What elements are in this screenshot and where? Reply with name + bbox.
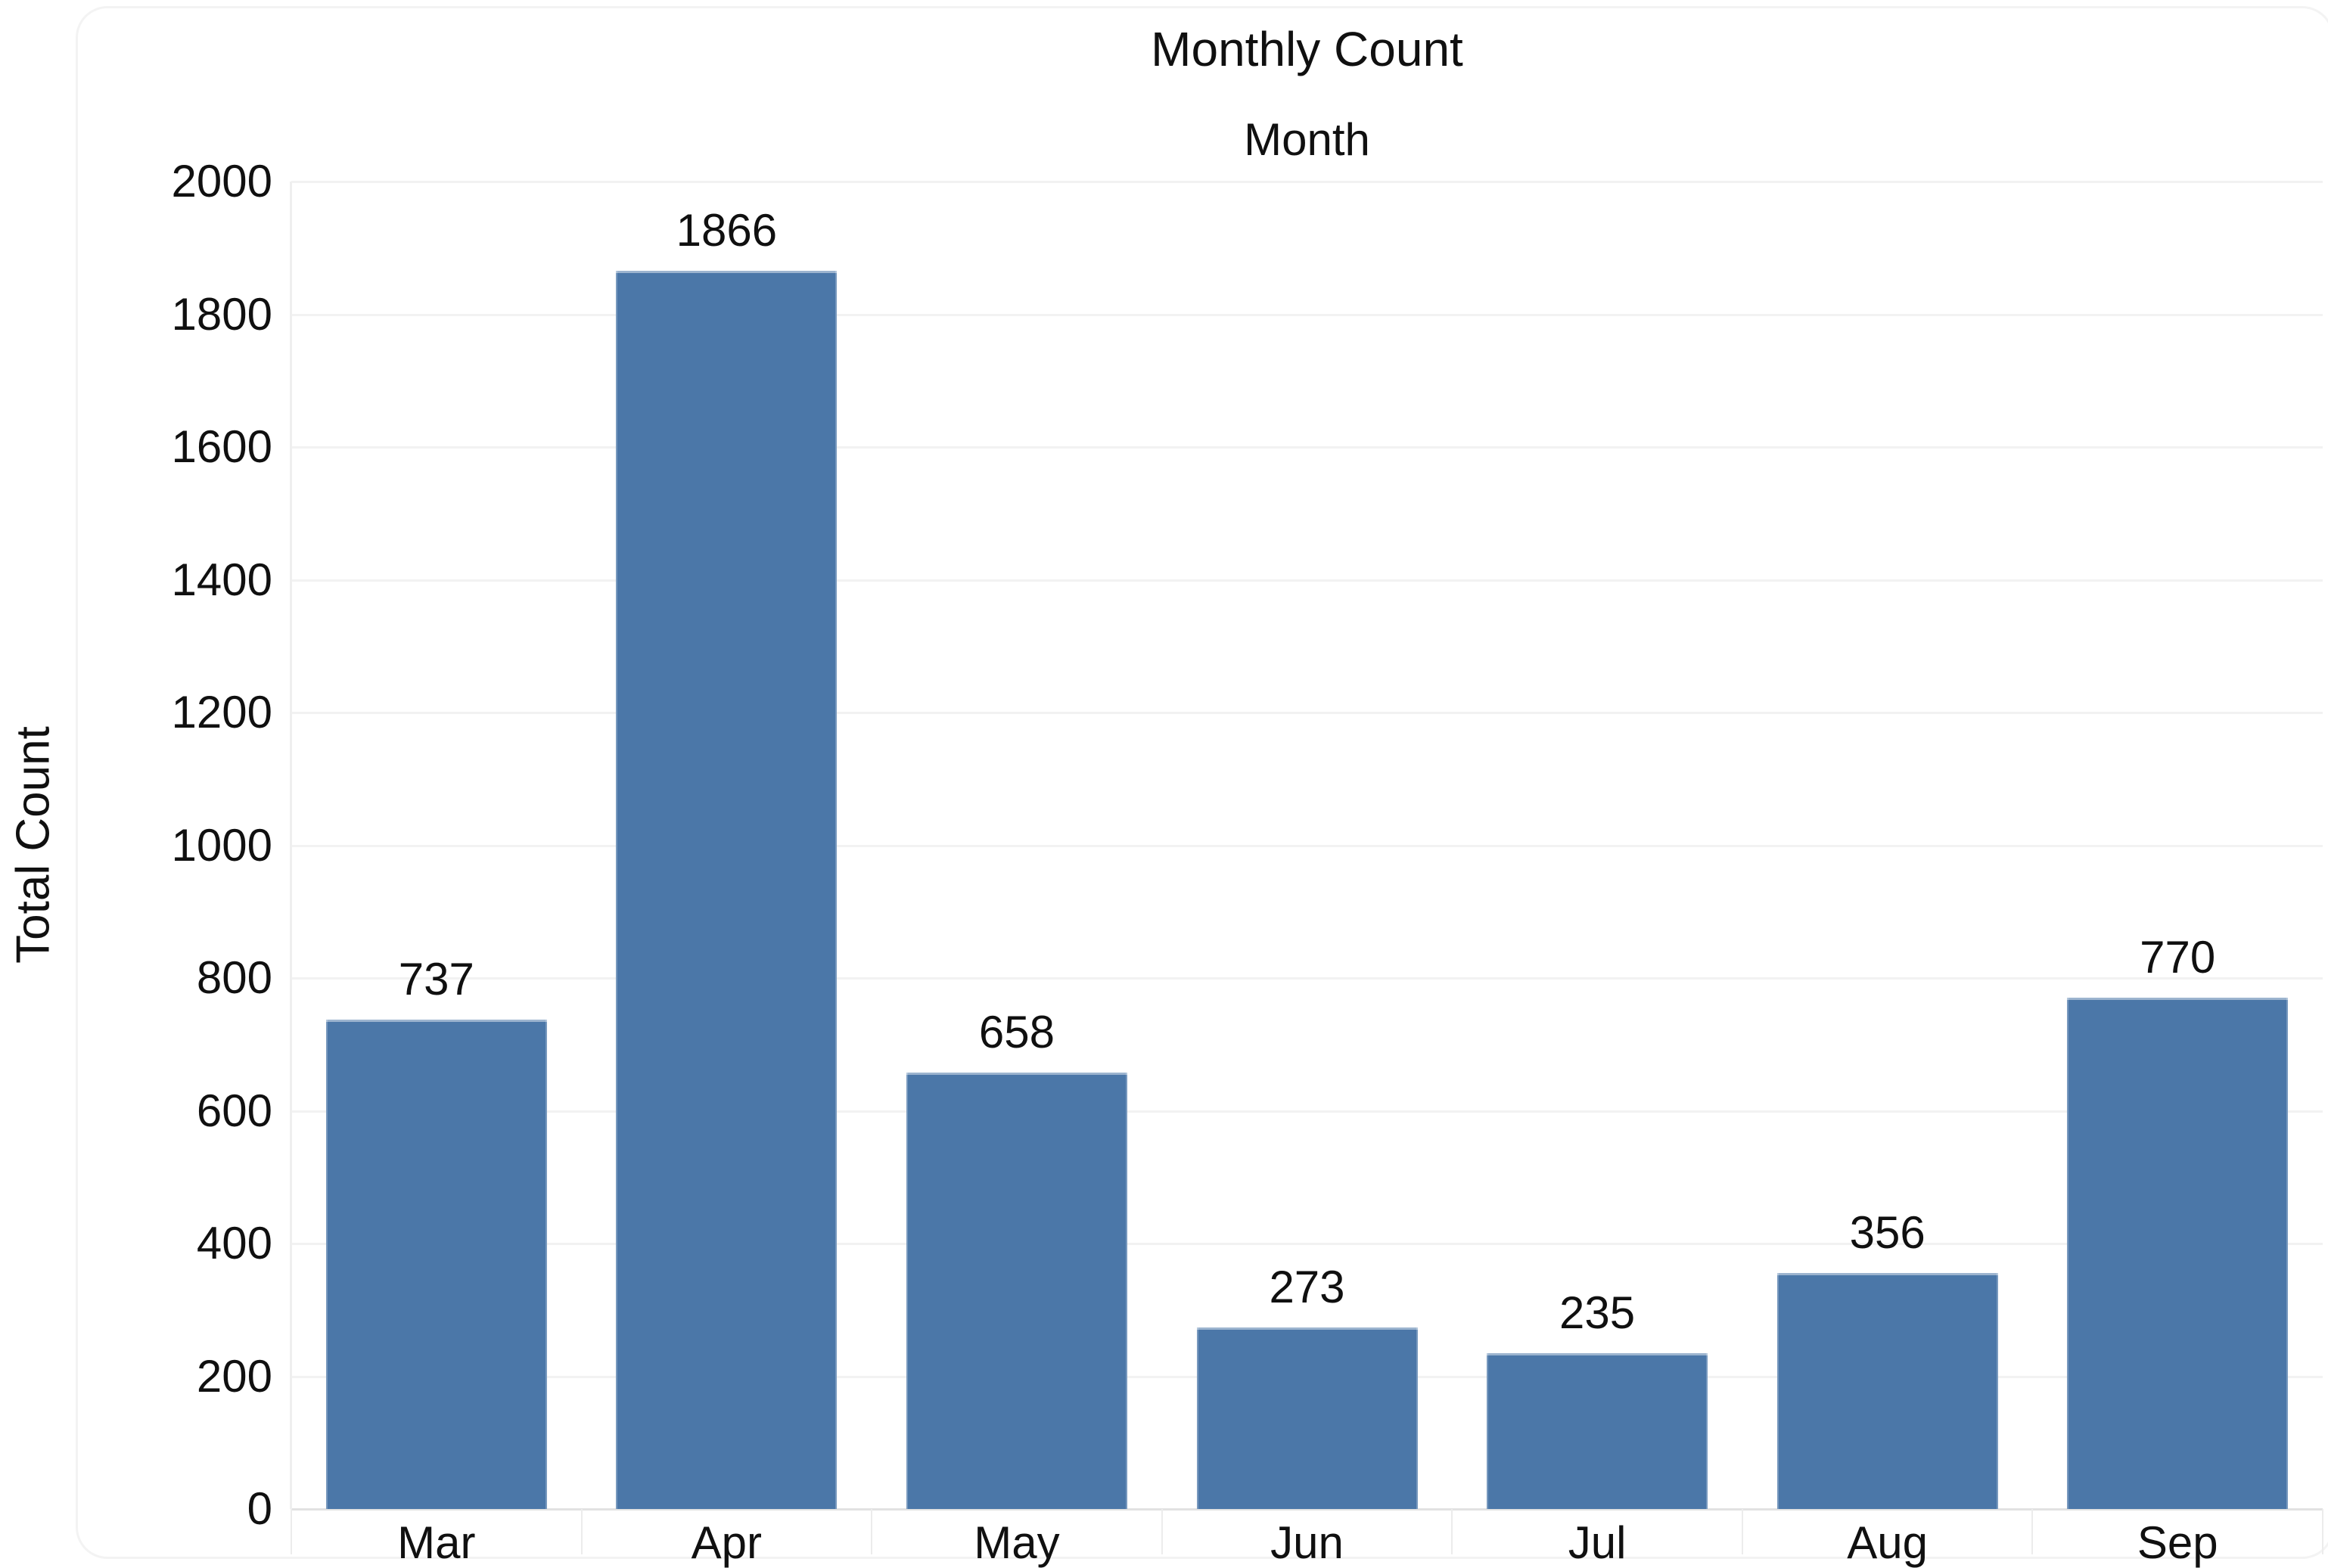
y-gridline [291,712,2323,714]
x-tick-label: Jun [1270,1517,1344,1568]
bar [1776,1272,1998,1509]
bar [906,1072,1127,1509]
x-tick-label: May [974,1517,1060,1568]
x-tick-label: Mar [397,1517,476,1568]
chart-subtitle: Month [1244,114,1370,165]
y-gridline [291,1110,2323,1113]
bar [2067,998,2289,1509]
bar-value-label: 658 [978,1006,1055,1057]
x-tick-label: Sep [2137,1517,2218,1568]
bar-value-label: 1866 [676,204,778,256]
y-gridline [291,446,2323,449]
y-tick-label: 1400 [171,554,272,605]
bar-value-label: 273 [1269,1262,1345,1313]
y-tick-label: 400 [196,1218,272,1268]
x-boundary-tick [2322,1509,2323,1554]
y-tick-label: 1800 [171,288,272,340]
bar [325,1020,547,1509]
y-gridline [291,1508,2323,1511]
y-gridline [291,181,2323,183]
y-tick-label: 600 [196,1085,272,1136]
y-gridline [291,977,2323,980]
x-boundary-tick [1741,1509,1743,1554]
bar-value-label: 235 [1559,1287,1636,1338]
y-tick-label: 0 [247,1483,272,1534]
bar [1196,1327,1418,1509]
bar [616,270,838,1509]
y-tick-label: 1200 [171,687,272,737]
y-axis-line [290,182,292,1509]
x-tick-label: Apr [691,1517,763,1568]
y-gridline [291,579,2323,582]
bar [1487,1352,1708,1509]
bar-value-label: 770 [2140,932,2216,983]
x-boundary-tick [1161,1509,1163,1554]
x-boundary-tick [580,1509,583,1554]
y-gridline [291,313,2323,316]
x-tick-label: Aug [1847,1517,1929,1568]
chart-title: Monthly Count [1151,22,1463,76]
x-boundary-tick [2031,1509,2034,1554]
x-boundary-tick [1451,1509,1453,1554]
x-tick-label: Jul [1568,1517,1627,1568]
y-gridline [291,844,2323,847]
y-tick-label: 200 [196,1350,272,1402]
y-tick-label: 1000 [171,819,272,871]
bar-value-label: 356 [1849,1206,1925,1258]
chart-frame [76,6,2328,1559]
x-boundary-tick [291,1509,292,1554]
x-boundary-tick [871,1509,873,1554]
y-tick-label: 2000 [171,156,272,206]
bar-value-label: 737 [398,954,474,1005]
y-gridline [291,1243,2323,1245]
y-tick-label: 800 [196,952,272,1003]
y-tick-label: 1600 [171,421,272,472]
